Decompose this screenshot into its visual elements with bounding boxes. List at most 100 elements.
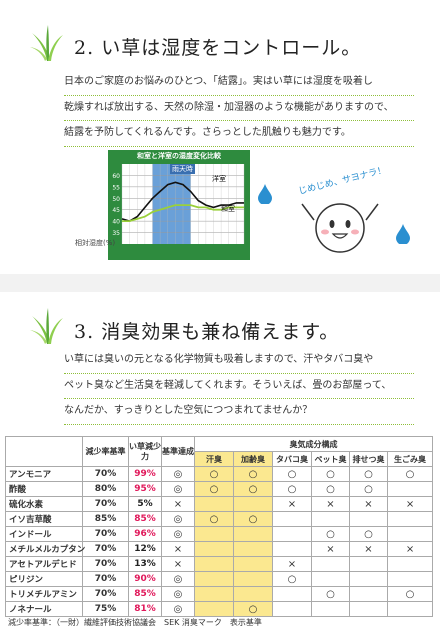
paragraph-line: い草には臭いの元となる化学物質も吸着しますので、汗やタバコ臭や xyxy=(64,348,414,374)
table-row: メチルメルカプタン 70% 12% × × × × xyxy=(5,541,434,557)
cell-substance: ピリジン xyxy=(5,571,83,587)
table-row: 硫化水素 70% 5% × × × × × xyxy=(5,496,434,512)
y-tick-label: 35 xyxy=(112,230,120,237)
cell-mark: ○ xyxy=(272,466,312,482)
humidity-chart: 和室と洋室の湿度変化比較 35 40 45 50 55 60 雨天時 洋室 和室 xyxy=(108,150,250,260)
cell-power: 5% xyxy=(128,496,162,512)
cell-power: 99% xyxy=(128,466,162,482)
cell-standard: ◎ xyxy=(161,481,195,497)
paragraph: い草には臭いの元となる化学物質も吸着しますので、汗やタバコ臭や ペット臭など生活… xyxy=(64,348,414,425)
header-col: 排せつ臭 xyxy=(349,451,388,467)
section-title: 消臭効果も兼ね備えます。 xyxy=(101,321,340,343)
table-row: 酢酸 80% 95% ◎ ○ ○ ○ ○ ○ xyxy=(5,481,434,497)
cell-standard: ◎ xyxy=(161,511,195,527)
cell-standard: ◎ xyxy=(161,586,195,602)
cell-mark: ○ xyxy=(349,481,388,497)
cell-rate: 70% xyxy=(82,586,129,602)
cell-standard: × xyxy=(161,556,195,572)
cell-mark xyxy=(311,556,350,572)
cell-standard: ◎ xyxy=(161,466,195,482)
cell-standard: × xyxy=(161,541,195,557)
series-label-japanese: 和室 xyxy=(221,205,235,213)
table-footnote: 減少率基準：（一財）繊維評価技術協議会 SEK 消臭マーク 表示基準 xyxy=(8,618,262,627)
cell-mark xyxy=(194,586,234,602)
cell-mark xyxy=(386,481,434,497)
cell-power: 12% xyxy=(128,541,162,557)
cell-mark xyxy=(233,526,273,542)
cell-mark: × xyxy=(311,541,350,557)
table-row: アンモニア 70% 99% ◎ ○ ○ ○ ○ ○ ○ xyxy=(5,466,434,482)
water-drop-icon xyxy=(396,224,410,244)
header-power: い草減少力 xyxy=(128,436,162,467)
speech-text: じめじめ、サヨナラ！ xyxy=(297,165,388,197)
table-row: トリメチルアミン 70% 85% ◎ ○ ○ xyxy=(5,586,434,602)
cell-substance: ノネナール xyxy=(5,601,83,617)
cell-power: 81% xyxy=(128,601,162,617)
table-row: インドール 70% 96% ◎ ○ ○ xyxy=(5,526,434,542)
cell-mark xyxy=(272,541,312,557)
chart-title: 和室と洋室の湿度変化比較 xyxy=(137,152,221,160)
cell-mark xyxy=(349,571,388,587)
section-divider xyxy=(0,274,440,292)
rain-band xyxy=(152,164,191,244)
section-number: 3. xyxy=(74,321,95,343)
cell-substance: アンモニア xyxy=(5,466,83,482)
cell-power: 85% xyxy=(128,586,162,602)
cell-mark: ○ xyxy=(272,571,312,587)
cell-mark xyxy=(272,601,312,617)
header-rate: 減少率基準 xyxy=(82,436,129,467)
grass-icon xyxy=(30,25,63,61)
cell-mark: ○ xyxy=(311,586,350,602)
cell-standard: ◎ xyxy=(161,526,195,542)
cell-mark: ○ xyxy=(233,481,273,497)
y-tick-label: 40 xyxy=(112,219,120,226)
cell-mark xyxy=(349,601,388,617)
cell-mark: × xyxy=(272,556,312,572)
cell-mark: × xyxy=(386,541,434,557)
y-tick-label: 45 xyxy=(112,207,120,214)
cell-substance: メチルメルカプタン xyxy=(5,541,85,557)
cell-substance: アセトアルデヒド xyxy=(5,556,83,572)
cell-mark xyxy=(349,511,388,527)
cell-mark xyxy=(272,586,312,602)
paragraph: 日本のご家庭のお悩みのひとつ、「結露」。実はい草には湿度を吸着し 乾燥すれば放出… xyxy=(64,70,414,147)
cell-mark xyxy=(311,601,350,617)
paragraph-line: 乾燥すれば放出する、天然の除湿・加湿器のような機能がありますので、 xyxy=(64,96,414,121)
cell-substance: 酢酸 xyxy=(5,481,83,497)
series-line-japanese xyxy=(122,204,244,222)
cell-mark: ○ xyxy=(194,466,234,482)
cell-rate: 85% xyxy=(82,511,129,527)
cell-mark xyxy=(194,496,234,512)
cell-power: 90% xyxy=(128,571,162,587)
header-col: タバコ臭 xyxy=(272,451,312,467)
cell-mark xyxy=(233,586,273,602)
cell-mark xyxy=(311,511,350,527)
cell-mark xyxy=(311,571,350,587)
cell-mark xyxy=(233,541,273,557)
cell-power: 95% xyxy=(128,481,162,497)
cell-mark: × xyxy=(349,496,388,512)
cell-mark: ○ xyxy=(233,601,273,617)
cell-power: 96% xyxy=(128,526,162,542)
header-col: ペット臭 xyxy=(311,451,350,467)
table-row: アセトアルデヒド 70% 13% × × xyxy=(5,556,434,572)
cell-standard: ◎ xyxy=(161,571,195,587)
header-col: 加齢臭 xyxy=(233,451,273,467)
paragraph-line: 結露を予防してくれるんです。さらっとした肌触りも魅力です。 xyxy=(64,121,414,147)
cell-power: 85% xyxy=(128,511,162,527)
cell-mark: ○ xyxy=(386,466,434,482)
cell-mark xyxy=(194,556,234,572)
cell-mark xyxy=(272,526,312,542)
table-row: イソ吉草酸 85% 85% ◎ ○ ○ xyxy=(5,511,434,527)
y-tick-label: 55 xyxy=(112,184,120,191)
cell-substance: トリメチルアミン xyxy=(5,586,83,602)
cell-power: 13% xyxy=(128,556,162,572)
cell-rate: 70% xyxy=(82,496,129,512)
cell-rate: 70% xyxy=(82,526,129,542)
cell-mark: ○ xyxy=(233,511,273,527)
cell-mark: ○ xyxy=(349,466,388,482)
paragraph-line: ペット臭など生活臭を軽減してくれます。そういえば、畳のお部屋って、 xyxy=(64,374,414,399)
header-std: 基準達成 xyxy=(161,436,195,467)
water-drop-icon xyxy=(258,184,272,204)
cell-rate: 80% xyxy=(82,481,129,497)
